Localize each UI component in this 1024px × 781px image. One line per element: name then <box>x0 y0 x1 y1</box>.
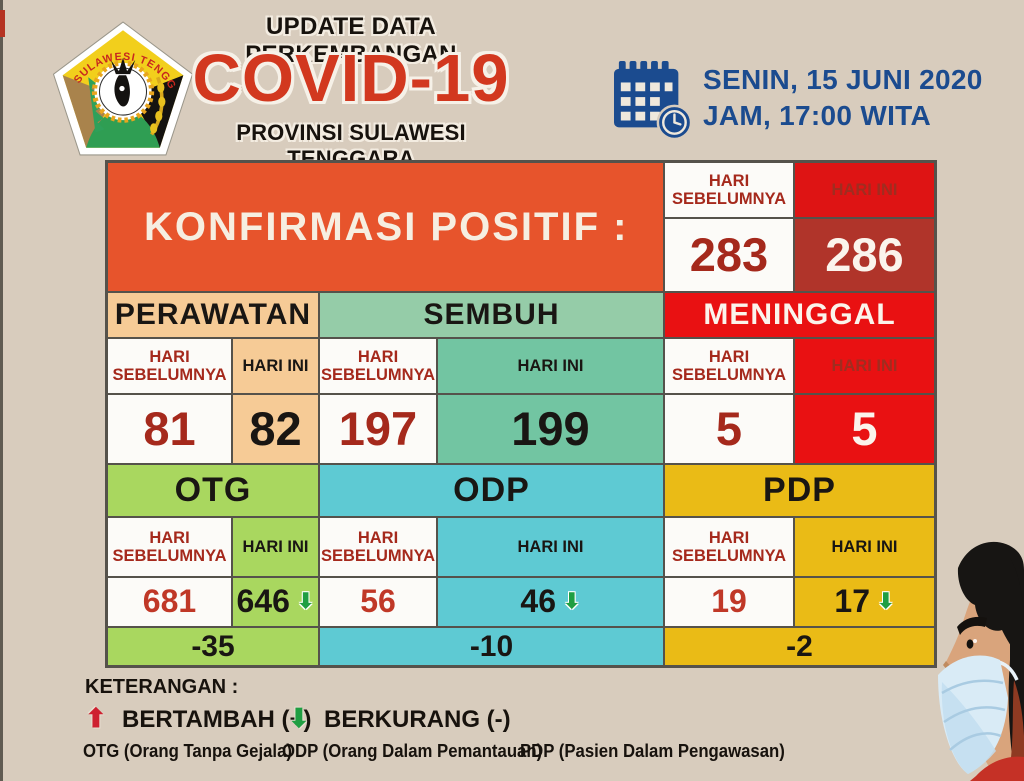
legend-title: KETERANGAN : <box>85 676 239 698</box>
anoa-head <box>110 57 136 107</box>
sembuh-header: SEMBUH <box>319 292 664 338</box>
hair <box>957 541 1024 668</box>
decrease-arrow-icon: ⬇ <box>296 590 315 614</box>
otg-today-value: 646 ⬇ <box>232 577 319 627</box>
otg-prev-header: HARI SEBELUMNYA <box>107 517 232 577</box>
legend-odp-definition: ODP (Orang Dalam Pemantauan) <box>282 741 543 761</box>
pdp-today-header: HARI INI <box>794 517 935 577</box>
odp-today-header: HARI INI <box>437 517 664 577</box>
date-text: SENIN, 15 JUNI 2020 <box>703 64 983 95</box>
perawatan-prev-header: HARI SEBELUMNYA <box>107 338 232 394</box>
left-edge-artifact <box>0 10 5 37</box>
meninggal-prev-value: 5 <box>664 394 794 464</box>
meninggal-header: MENINGGAL <box>664 292 935 338</box>
calendar-clock-icon <box>614 61 692 141</box>
decrease-arrow-icon: ⬇ <box>876 590 895 614</box>
decrease-arrow-icon: ⬇ <box>288 703 310 733</box>
konfirmasi-today-header: HARI INI <box>794 162 935 218</box>
odp-today-number: 46 <box>520 583 556 620</box>
page-title: COVID-19 <box>192 41 510 116</box>
perawatan-header: PERAWATAN <box>107 292 319 338</box>
perawatan-prev-value: 81 <box>107 394 232 464</box>
pdp-change-value: -2 <box>664 627 935 666</box>
eyebrow <box>957 616 987 635</box>
meninggal-today-header: HARI INI <box>794 338 935 394</box>
meninggal-today-value: 5 <box>794 394 935 464</box>
pdp-header: PDP <box>664 464 935 517</box>
odp-prev-value: 56 <box>319 577 437 627</box>
otg-prev-value: 681 <box>107 577 232 627</box>
pdp-prev-value: 19 <box>664 577 794 627</box>
sembuh-today-header: HARI INI <box>437 338 664 394</box>
pdp-today-number: 17 <box>834 583 870 620</box>
sulawesi-tenggara-logo: SULAWESI TENGGARA <box>48 20 194 156</box>
legend-otg-definition: OTG (Orang Tanpa Gejala) <box>83 741 292 761</box>
otg-change-value: -35 <box>107 627 319 666</box>
sembuh-prev-value: 197 <box>319 394 437 464</box>
konfirmasi-positif-header: KONFIRMASI POSITIF : <box>107 162 664 292</box>
konfirmasi-prev-header: HARI SEBELUMNYA <box>664 162 794 218</box>
otg-today-number: 646 <box>236 583 290 620</box>
legend-increase-label: BERTAMBAH (+) <box>122 706 312 733</box>
eye <box>966 639 974 649</box>
odp-prev-header: HARI SEBELUMNYA <box>319 517 437 577</box>
otg-header: OTG <box>107 464 319 517</box>
time-text: JAM, 17:00 WITA <box>703 100 932 131</box>
legend-pdp-definition: PDP (Pasien Dalam Pengawasan) <box>520 741 785 761</box>
left-edge-strip <box>0 0 3 781</box>
kicker-text: UPDATE DATA PERKEMBANGAN <box>245 13 457 68</box>
meninggal-prev-header: HARI SEBELUMNYA <box>664 338 794 394</box>
pdp-today-value: 17 ⬇ <box>794 577 935 627</box>
sembuh-prev-header: HARI SEBELUMNYA <box>319 338 437 394</box>
face-mask <box>938 655 1008 774</box>
legend-decrease-label: BERKURANG (-) <box>324 706 511 733</box>
pdp-prev-header: HARI SEBELUMNYA <box>664 517 794 577</box>
data-table: KONFIRMASI POSITIF : HARI SEBELUMNYA HAR… <box>105 160 937 668</box>
shirt <box>970 756 1024 781</box>
odp-header: ODP <box>319 464 664 517</box>
konfirmasi-prev-value: 283 <box>664 218 794 292</box>
otg-today-header: HARI INI <box>232 517 319 577</box>
sembuh-today-value: 199 <box>437 394 664 464</box>
konfirmasi-today-value: 286 <box>794 218 935 292</box>
odp-change-value: -10 <box>319 627 664 666</box>
increase-arrow-icon: ⬆ <box>85 703 107 733</box>
perawatan-today-value: 82 <box>232 394 319 464</box>
masked-person-illustration <box>938 541 1024 781</box>
decrease-arrow-icon: ⬇ <box>562 590 581 614</box>
odp-today-value: 46 ⬇ <box>437 577 664 627</box>
perawatan-today-header: HARI INI <box>232 338 319 394</box>
